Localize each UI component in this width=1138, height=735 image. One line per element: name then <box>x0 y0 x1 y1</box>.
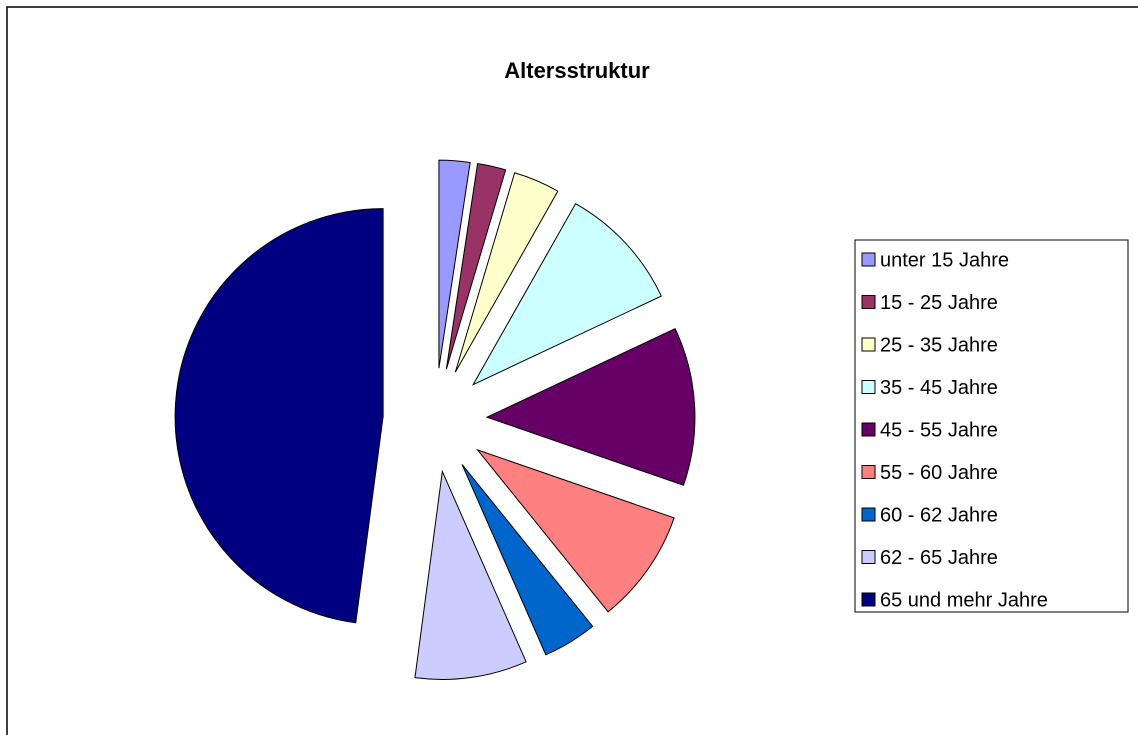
pie-slice <box>174 208 384 624</box>
legend-swatch <box>861 337 876 352</box>
legend-label: 62 - 65 Jahre <box>880 547 998 569</box>
legend-label: 45 - 55 Jahre <box>880 419 998 441</box>
pie-slice <box>454 172 559 373</box>
legend-label: 60 - 62 Jahre <box>880 504 998 526</box>
pie-slice <box>414 469 527 680</box>
legend-box <box>854 239 1129 613</box>
legend-label: unter 15 Jahre <box>880 249 1009 271</box>
pie-slice <box>476 448 675 613</box>
legend-swatch <box>861 550 876 564</box>
legend-swatch <box>861 592 876 607</box>
legend-label: 25 - 35 Jahre <box>880 334 998 356</box>
legend-swatch <box>861 465 876 479</box>
legend-swatch <box>861 252 876 267</box>
pie-slice <box>471 202 662 386</box>
legend-label: 65 und mehr Jahre <box>880 589 1048 611</box>
pie-slice <box>485 327 696 486</box>
legend-swatch <box>861 507 876 522</box>
legend-swatch <box>861 380 876 394</box>
legend-swatch <box>861 422 876 437</box>
chart-title: Altersstruktur <box>504 58 650 83</box>
legend-label: 35 - 45 Jahre <box>880 377 998 399</box>
legend-label: 15 - 25 Jahre <box>880 292 998 314</box>
pie-slice <box>445 163 507 370</box>
pie-slice <box>438 159 471 369</box>
legend-label: 55 - 60 Jahre <box>880 462 998 484</box>
pie-slice <box>461 464 594 656</box>
legend-swatch <box>861 295 876 309</box>
